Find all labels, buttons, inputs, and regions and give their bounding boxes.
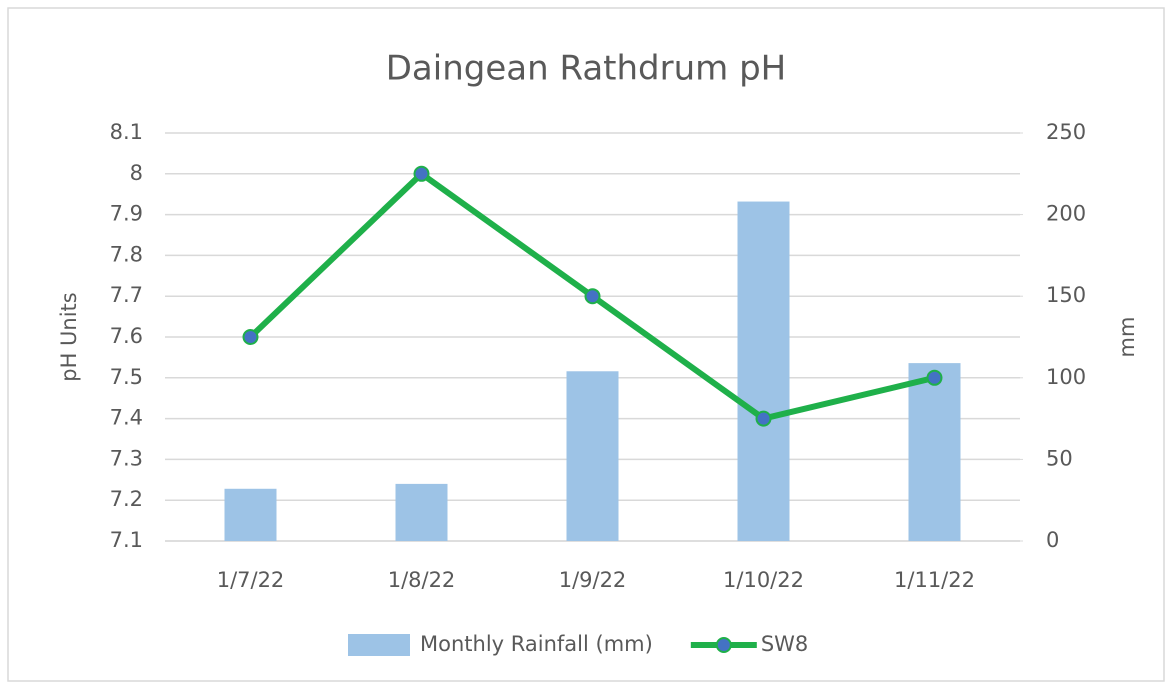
x-tick-label: 1/9/22	[559, 568, 627, 592]
y-tick-label: 7.4	[110, 406, 143, 430]
y-tick-label: 7.8	[110, 242, 143, 266]
chart-frame	[7, 7, 1165, 682]
y-tick-label: 8	[130, 161, 143, 185]
y-axis-label: pH Units	[57, 292, 81, 382]
y-tick-label: 7.7	[110, 283, 143, 307]
bar	[395, 483, 448, 541]
legend-label: SW8	[761, 632, 808, 656]
legend-swatch	[348, 634, 410, 656]
bar	[908, 363, 961, 541]
y-tick-label: 7.5	[110, 365, 143, 389]
legend-marker	[715, 637, 732, 653]
x-tick-label: 1/7/22	[217, 568, 285, 592]
bar	[224, 488, 277, 541]
x-tick-label: 1/10/22	[723, 568, 804, 592]
y2-tick-label: 200	[1046, 202, 1086, 226]
y-tick-label: 7.2	[110, 487, 143, 511]
y2-tick-label: 150	[1046, 283, 1086, 307]
y2-tick-label: 100	[1046, 365, 1086, 389]
y2-tick-label: 50	[1046, 446, 1073, 470]
y-tick-label: 8.1	[110, 120, 143, 144]
line-marker	[755, 410, 772, 427]
y-tick-label: 7.9	[110, 202, 143, 226]
x-tick-label: 1/8/22	[388, 568, 456, 592]
y-tick-label: 7.1	[110, 528, 143, 552]
y-tick-label: 7.6	[110, 324, 143, 348]
bar	[566, 371, 619, 541]
x-tick-label: 1/11/22	[894, 568, 975, 592]
y2-axis-label: mm	[1115, 317, 1139, 358]
chart-title: Daingean Rathdrum pH	[386, 49, 786, 89]
y2-tick-label: 0	[1046, 528, 1059, 552]
line-marker	[584, 288, 601, 305]
line-marker	[413, 165, 430, 182]
bar	[737, 201, 790, 541]
legend-label: Monthly Rainfall (mm)	[420, 632, 653, 656]
y-tick-label: 7.3	[110, 446, 143, 470]
y2-tick-label: 250	[1046, 120, 1086, 144]
line-marker	[242, 329, 259, 345]
line-marker	[926, 369, 943, 386]
